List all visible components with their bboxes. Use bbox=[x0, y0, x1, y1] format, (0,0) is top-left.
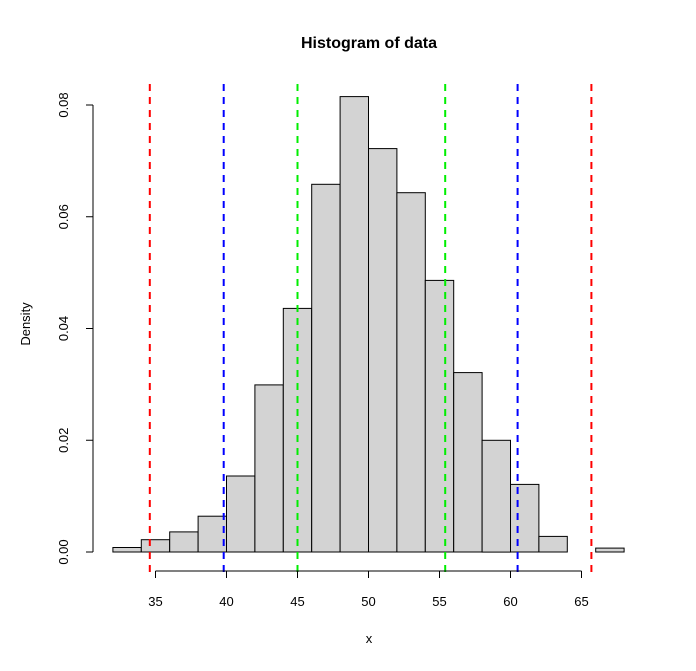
histogram-bar-8 bbox=[339, 96, 370, 553]
histogram-bar-10 bbox=[396, 192, 426, 553]
x-tick-label-3: 50 bbox=[361, 594, 375, 609]
y-tick-label-4: 0.08 bbox=[56, 92, 71, 117]
x-tick-label-0: 35 bbox=[148, 594, 162, 609]
chart-title: Histogram of data bbox=[301, 35, 437, 52]
histogram-bar-3 bbox=[197, 515, 228, 553]
histogram-bar-7 bbox=[311, 183, 341, 553]
x-axis: 35 40 45 50 55 60 65 bbox=[148, 570, 589, 609]
x-tick-label-5: 60 bbox=[503, 594, 517, 609]
y-tick-label-1: 0.02 bbox=[56, 428, 71, 453]
histogram-bar-15 bbox=[538, 535, 568, 553]
x-axis-label: x bbox=[366, 631, 373, 646]
x-tick-label-6: 65 bbox=[574, 594, 588, 609]
y-axis-label: Density bbox=[18, 302, 33, 346]
x-tick-label-4: 55 bbox=[432, 594, 446, 609]
histogram-bar-14 bbox=[510, 483, 540, 553]
histogram-bar-4 bbox=[226, 475, 256, 553]
bars-group bbox=[112, 96, 625, 553]
y-tick-label-0: 0.00 bbox=[56, 539, 71, 564]
y-tick-label-3: 0.06 bbox=[56, 204, 71, 229]
histogram-bar-9 bbox=[368, 148, 398, 553]
x-tick-label-2: 45 bbox=[290, 594, 304, 609]
histogram-bar-1 bbox=[140, 539, 171, 553]
reference-lines-group bbox=[148, 84, 593, 573]
histogram-bar-12 bbox=[453, 372, 483, 553]
y-axis: 0.00 0.02 0.04 0.06 0.08 bbox=[56, 92, 94, 565]
histogram-bar-13 bbox=[481, 439, 512, 553]
y-tick-label-2: 0.04 bbox=[56, 316, 71, 341]
histogram-bar-17 bbox=[595, 547, 625, 553]
histogram-bar-11 bbox=[424, 279, 455, 553]
histogram-bar-5 bbox=[254, 384, 284, 553]
histogram-bar-0 bbox=[112, 547, 142, 553]
x-tick-label-1: 40 bbox=[219, 594, 233, 609]
histogram-bar-2 bbox=[169, 531, 199, 553]
